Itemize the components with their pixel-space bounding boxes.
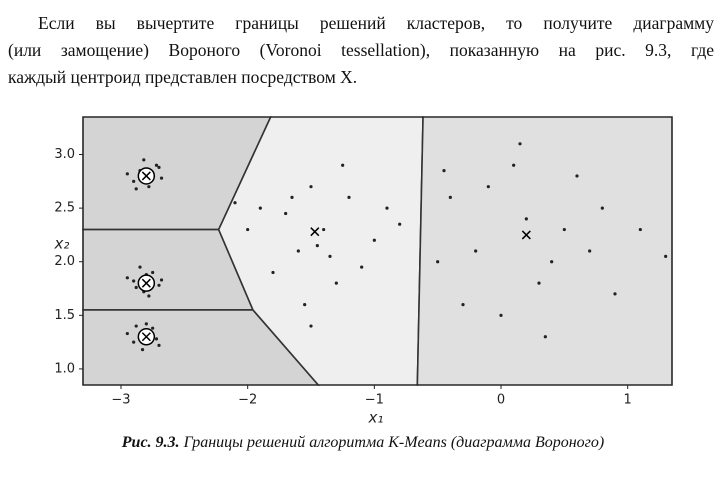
data-point	[309, 324, 313, 328]
data-point	[159, 278, 164, 282]
data-point	[157, 165, 161, 169]
data-point	[154, 163, 159, 167]
data-point	[140, 348, 145, 352]
data-point	[157, 283, 161, 287]
voronoi-region	[416, 116, 673, 386]
caption: Рис. 9.3. Границы решений алгоритма K-Me…	[0, 434, 726, 452]
data-point	[303, 303, 307, 307]
x-tick-label: −2	[238, 393, 257, 408]
data-point	[334, 281, 338, 285]
centroid	[521, 230, 531, 240]
data-point	[258, 206, 262, 210]
x-tick-label: 1	[624, 393, 632, 408]
data-point	[664, 254, 668, 258]
data-point	[134, 285, 138, 290]
centroid-cross	[310, 227, 320, 237]
data-point	[474, 249, 478, 253]
data-point	[144, 322, 148, 326]
data-point	[518, 142, 522, 146]
y-tick-label: 1.5	[54, 308, 75, 323]
data-point	[159, 176, 164, 180]
caption-label: Рис. 9.3.	[121, 434, 180, 451]
data-point	[524, 217, 528, 221]
y-tick-label: 1.0	[54, 361, 75, 376]
centroid-cross	[141, 171, 151, 181]
paragraph-line: (или замощение) Вороного (Voronoi tessel…	[8, 40, 714, 60]
data-point	[385, 206, 389, 210]
data-point	[309, 185, 313, 189]
data-point	[125, 276, 129, 280]
data-point	[132, 340, 136, 344]
data-point	[271, 270, 275, 275]
data-point	[296, 249, 300, 253]
data-point	[360, 265, 364, 269]
data-point	[147, 185, 151, 189]
data-point	[575, 174, 579, 178]
data-point	[600, 206, 604, 210]
centroid	[137, 274, 156, 292]
x-tick-label: −3	[111, 393, 130, 408]
data-point	[154, 337, 159, 341]
data-point	[499, 313, 503, 317]
data-point	[284, 211, 288, 216]
x-tick-label: 0	[497, 393, 505, 408]
centroid-cross	[521, 230, 531, 240]
y-axis-label: x₂	[54, 235, 70, 253]
data-point	[125, 172, 129, 176]
data-point	[448, 195, 452, 199]
data-point	[246, 227, 250, 232]
data-point	[442, 169, 446, 173]
data-point	[436, 260, 440, 264]
data-point	[613, 292, 617, 296]
centroid	[310, 227, 320, 237]
data-point	[543, 335, 547, 339]
paragraph-line: Если вы вычертите границы решений класте…	[38, 13, 714, 33]
data-point	[134, 187, 138, 191]
y-tick-label: 2.0	[54, 254, 75, 269]
data-point	[151, 270, 155, 275]
data-point	[512, 163, 516, 167]
data-point	[132, 279, 136, 283]
data-point	[132, 179, 136, 183]
data-point	[125, 331, 129, 336]
centroid	[137, 328, 156, 346]
data-point	[147, 294, 151, 298]
x-tick-label: −1	[365, 393, 384, 408]
centroid-cross	[141, 278, 151, 288]
centroid-cross	[141, 332, 151, 342]
data-point	[341, 163, 345, 167]
data-point	[142, 158, 146, 162]
data-point	[322, 227, 326, 232]
data-point	[151, 326, 155, 330]
data-point	[372, 238, 376, 242]
centroid	[137, 167, 156, 185]
data-point	[461, 303, 465, 307]
data-point	[638, 227, 642, 232]
x-axis-label: x₁	[368, 409, 384, 427]
data-point	[290, 195, 294, 199]
data-point	[537, 281, 541, 285]
data-point	[134, 324, 138, 328]
data-point	[328, 254, 332, 258]
y-tick-label: 3.0	[54, 147, 75, 162]
paragraph-line: каждый центроид представлен посредством …	[8, 67, 358, 87]
data-point	[588, 249, 592, 253]
data-point	[157, 343, 161, 347]
chart: x₁ x₂ −3 −2 −1 0 1 1.0 1.5 2.0 2.5 3.0	[54, 116, 673, 427]
data-point	[562, 227, 566, 232]
data-point	[138, 265, 142, 269]
caption-text: Границы решений алгоритма K-Means (диагр…	[183, 434, 605, 451]
data-point	[550, 260, 554, 264]
y-tick-label: 2.5	[54, 201, 75, 216]
data-point	[233, 201, 237, 205]
plot-frame	[82, 116, 673, 386]
data-point	[398, 222, 402, 226]
data-point	[347, 195, 351, 199]
data-point	[315, 244, 319, 248]
data-point	[486, 185, 490, 189]
